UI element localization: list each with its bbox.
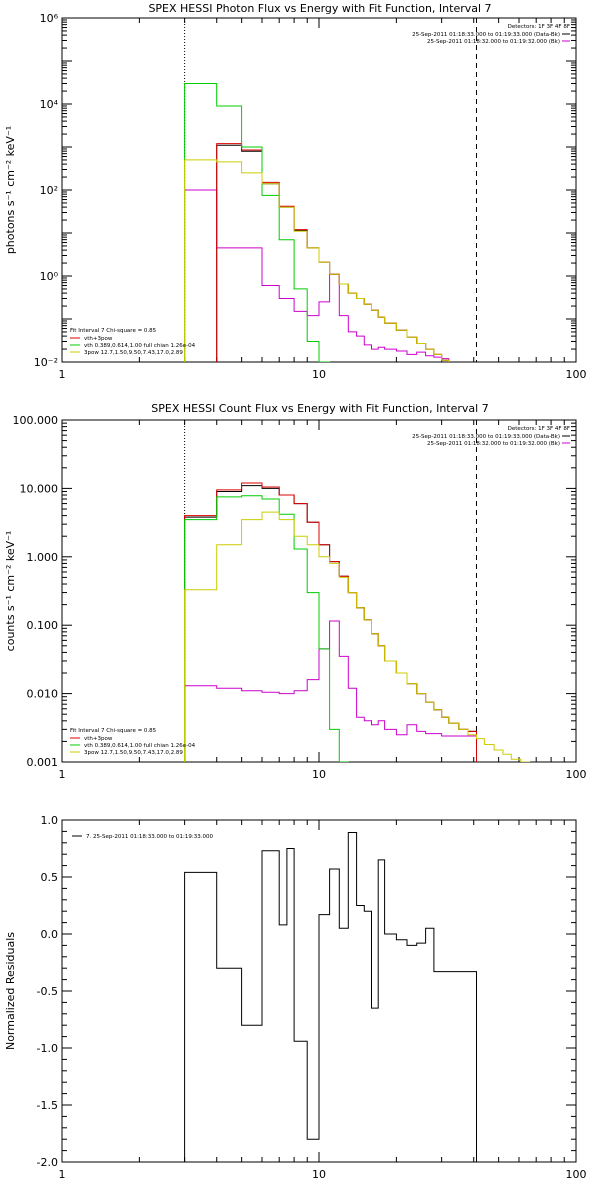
panel-count-flux-legend-fit: Fit Interval 7 Chi-square = 0.85 (70, 728, 157, 734)
panel-photon-flux-legend-entry: vth+3pow (84, 336, 113, 342)
panel-photon-flux-xtick-label: 10 (312, 368, 326, 381)
panel-photon-flux-series-2 (216, 143, 450, 362)
panel-photon-flux-ytick-label: 10⁴ (40, 98, 59, 111)
panel-count-flux-legend-entry: vth+3pow (84, 736, 113, 742)
panel-count-flux-legend-entry: vth 0.389,0.614,1.00 full chian 1.26e-04 (84, 743, 196, 749)
panel-photon-flux-ytick-label: 10⁻² (34, 356, 58, 369)
panel-count-flux-ytick-label: 0.100 (27, 619, 59, 632)
panel-count-flux-xtick-label: 100 (566, 768, 587, 781)
panel-residuals-series-0 (184, 832, 477, 1162)
panel-count-flux-legend-entry: 25-Sep-2011 01:18:32.000 to 01:19:32.000… (427, 441, 560, 447)
panel-count-flux-ytick-label: 0.001 (27, 756, 59, 769)
panel-count-flux-title: SPEX HESSI Count Flux vs Energy with Fit… (151, 402, 488, 415)
panel-photon-flux-xtick-label: 1 (59, 368, 66, 381)
panel-count-flux-legend-entry: 3pow 12.7,1.50,9.50,7.43,17.0,2.89 (84, 750, 183, 756)
panel-photon-flux-ytick-label: 10² (40, 184, 58, 197)
panel-count-flux-legend-entry: 25-Sep-2011 01:18:33.000 to 01:19:33.000… (412, 434, 560, 440)
panel-residuals-ytick-label: 1.0 (41, 814, 59, 827)
panel-count-flux: SPEX HESSI Count Flux vs Energy with Fit… (4, 402, 587, 781)
panel-photon-flux-plot: 1 10 100 10⁻² 10⁰ 10² 10⁴ 10⁶ photons s⁻¹ cm⁻² k… (4, 12, 587, 381)
panel-photon-flux-series-0 (216, 144, 450, 362)
panel-count-flux-ytick-label: 100.000 (13, 414, 59, 427)
panel-residuals-ytick-label: -2.0 (37, 1156, 58, 1169)
panel-photon-flux-ytick-label: 10⁶ (40, 12, 59, 25)
panel-count-flux-series-3 (184, 495, 349, 762)
panel-count-flux-xtick-label: 1 (59, 768, 66, 781)
panel-residuals-ytick-label: 0.0 (41, 928, 59, 941)
panel-residuals-plot: 1 10 100 -2.0 -1.5 -1.0 -0.5 0.0 0.5 1.0 Normalize… (4, 814, 587, 1181)
panel-residuals-xtick-label: 100 (566, 1168, 587, 1181)
panel-residuals: 1 10 100 -2.0 -1.5 -1.0 -0.5 0.0 0.5 1.0 Normalize… (4, 814, 587, 1181)
panel-photon-flux: SPEX HESSI Photon Flux vs Energy with Fi… (4, 2, 587, 381)
panel-residuals-xtick-label: 10 (312, 1168, 326, 1181)
panel-count-flux-series-4 (184, 511, 531, 762)
panel-residuals-ytick-label: -0.5 (37, 985, 58, 998)
panel-photon-flux-legend-fit: Fit Interval 7 Chi-square = 0.85 (70, 328, 157, 334)
panel-photon-flux-legend-entry: 3pow 12.7,1.50,9.50,7.43,17.0,2.89 (84, 350, 183, 356)
panel-photon-flux-series-1 (184, 189, 450, 362)
panel-count-flux-plot: 1 10 100 0.001 0.010 0.100 1.000 10.000 100.000 c… (4, 414, 587, 781)
panel-photon-flux-legend-entry: 25-Sep-2011 01:18:32.000 to 01:19:32.000… (427, 39, 560, 45)
panel-residuals-legend-entry: 7. 25-Sep-2011 01:18:33.000 to 01:19:33.… (86, 834, 213, 840)
panel-count-flux-series-0 (184, 485, 477, 762)
panel-count-flux-series-1 (184, 620, 477, 762)
panel-residuals-ylabel: Normalized Residuals (4, 932, 17, 1050)
panel-residuals-ytick-label: 0.5 (41, 871, 59, 884)
panel-photon-flux-legend-detectors: Detectors: 1F 3F 4F 8F (508, 24, 570, 30)
panel-count-flux-ytick-label: 1.000 (27, 551, 59, 564)
panel-photon-flux-series-3 (184, 83, 331, 362)
panel-count-flux-series-2 (184, 482, 477, 762)
panel-count-flux-xtick-label: 10 (312, 768, 326, 781)
panel-photon-flux-series-4 (184, 159, 450, 362)
panel-photon-flux-title: SPEX HESSI Photon Flux vs Energy with Fi… (148, 2, 491, 15)
panel-photon-flux-legend-entry: vth 0.389,0.614,1.00 full chian 1.26e-04 (84, 343, 196, 349)
panel-photon-flux-ylabel: photons s⁻¹ cm⁻² keV⁻¹ (4, 126, 17, 254)
panel-photon-flux-legend-entry: 25-Sep-2011 01:18:33.000 to 01:19:33.000… (412, 32, 560, 38)
panel-count-flux-legend-detectors: Detectors: 1F 3F 4F 8F (508, 426, 570, 432)
panel-count-flux-ytick-label: 10.000 (20, 482, 59, 495)
panel-photon-flux-xtick-label: 100 (566, 368, 587, 381)
panel-photon-flux-ytick-label: 10⁰ (40, 270, 59, 283)
panel-count-flux-frame (61, 419, 577, 763)
panel-count-flux-ylabel: counts s⁻¹ cm⁻² keV⁻¹ (4, 531, 17, 652)
panel-residuals-ytick-label: -1.0 (37, 1042, 58, 1055)
panel-residuals-ytick-label: -1.5 (37, 1099, 58, 1112)
panel-residuals-xtick-label: 1 (59, 1168, 66, 1181)
panel-count-flux-ytick-label: 0.010 (27, 688, 59, 701)
